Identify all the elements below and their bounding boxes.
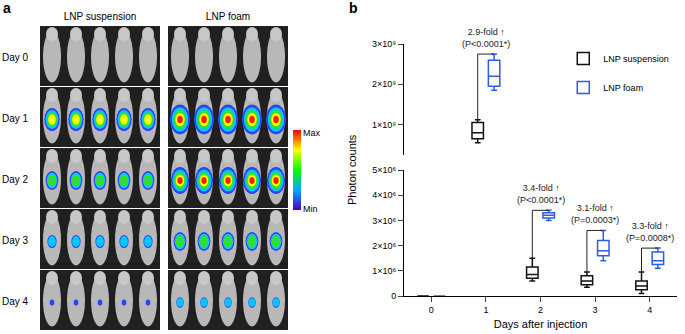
svg-text:Day 2: Day 2 [2,174,29,185]
svg-text:Day 0: Day 0 [2,52,29,63]
svg-text:3×10⁹: 3×10⁹ [372,39,396,49]
svg-text:3.3-fold ↑(P=0.0008*): 3.3-fold ↑(P=0.0008*) [626,221,674,243]
svg-text:3.1-fold ↑(P=0.0003*): 3.1-fold ↑(P=0.0003*) [571,203,619,225]
svg-text:1×10⁶: 1×10⁶ [372,266,396,276]
svg-text:Day 4: Day 4 [2,296,29,307]
svg-text:2×10⁹: 2×10⁹ [372,79,396,89]
svg-text:Min: Min [303,204,318,214]
svg-text:2×10⁶: 2×10⁶ [372,241,396,251]
svg-text:a: a [3,0,11,16]
svg-text:1×10⁹: 1×10⁹ [372,120,396,130]
svg-text:3: 3 [593,305,598,315]
svg-text:4: 4 [647,305,652,315]
svg-text:LNP suspension: LNP suspension [603,54,668,64]
svg-text:Max: Max [303,128,321,138]
svg-text:2: 2 [538,305,543,315]
svg-text:3×10⁶: 3×10⁶ [372,216,396,226]
svg-text:0: 0 [429,305,434,315]
svg-text:0: 0 [391,291,396,301]
svg-text:Photon counts: Photon counts [346,134,358,205]
svg-text:LNP foam: LNP foam [603,83,643,93]
svg-text:2.9-fold ↑(P<0.0001*): 2.9-fold ↑(P<0.0001*) [462,27,510,49]
svg-text:1: 1 [483,305,488,315]
svg-text:LNP foam: LNP foam [206,11,250,22]
svg-text:Day 1: Day 1 [2,113,29,124]
svg-text:4×10⁶: 4×10⁶ [372,190,396,200]
svg-text:LNP suspension: LNP suspension [64,11,137,22]
svg-text:5×10⁶: 5×10⁶ [372,165,396,175]
svg-text:b: b [349,0,358,16]
svg-text:Days after injection: Days after injection [494,318,588,330]
svg-text:3.4-fold ↑(P<0.0001*): 3.4-fold ↑(P<0.0001*) [517,183,565,205]
svg-text:Day 3: Day 3 [2,235,29,246]
